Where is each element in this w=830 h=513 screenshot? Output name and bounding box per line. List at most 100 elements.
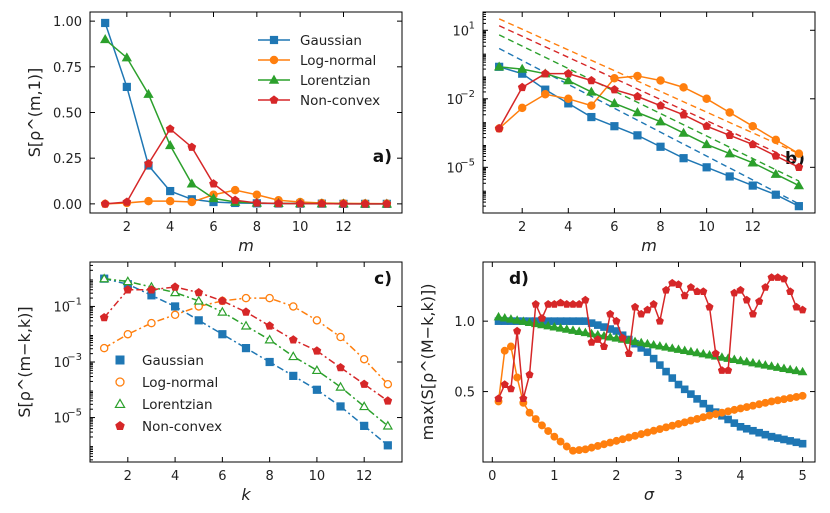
data-point-lorentzian <box>724 148 735 158</box>
x-tick-label: 12 <box>356 469 373 484</box>
data-point-lognormal <box>144 196 153 206</box>
data-point-nonconvex <box>230 195 240 204</box>
data-point-lorentzian <box>549 322 560 331</box>
data-point-nonconvex <box>755 297 764 305</box>
plot-frame <box>89 261 403 463</box>
series-line-nonconvex <box>497 276 803 399</box>
data-point-lognormal <box>725 108 734 117</box>
data-point-gaussian <box>656 142 665 151</box>
data-point-gaussian <box>730 419 739 427</box>
data-point-lorentzian <box>543 320 553 330</box>
data-point-nonconvex <box>568 300 578 308</box>
data-point-nonconvex <box>736 285 745 294</box>
data-point-gaussian <box>122 82 131 92</box>
data-point-nonconvex <box>724 366 733 374</box>
data-point-gaussian <box>643 348 652 356</box>
data-point-nonconvex <box>717 366 726 374</box>
y-axis-label: S[ρ^(m,1)] <box>25 68 44 158</box>
data-point-nonconvex <box>531 300 540 308</box>
y-tick-label: 0.00 <box>53 198 82 213</box>
data-point-nonconvex <box>606 309 615 318</box>
data-point-lorentzian <box>122 276 133 286</box>
data-point-lognormal <box>525 408 534 417</box>
data-point-nonconvex <box>525 370 534 379</box>
data-point-lognormal <box>569 446 577 455</box>
data-point-nonconvex <box>773 273 782 281</box>
data-point-lorentzian <box>679 345 690 355</box>
data-point-gaussian <box>668 374 677 382</box>
data-point-nonconvex <box>295 199 305 208</box>
data-point-nonconvex <box>637 309 646 318</box>
data-point-lorentzian <box>99 34 111 44</box>
data-point-lorentzian <box>779 363 789 372</box>
data-point-lognormal <box>702 94 711 104</box>
x-tick-label: 8 <box>253 220 261 235</box>
data-point-gaussian <box>771 190 780 199</box>
series-line-gaussian <box>104 22 387 205</box>
data-point-nonconvex <box>494 123 504 133</box>
x-tick-label: 4 <box>564 220 572 235</box>
data-point-lognormal <box>541 89 550 99</box>
data-point-lognormal <box>748 121 758 131</box>
data-point-nonconvex <box>705 302 714 311</box>
data-point-gaussian <box>241 344 251 353</box>
data-point-gaussian <box>562 317 571 325</box>
panel-c: 2 4 6 8 10 1210−110−310−5kS[ρ^(m−k,k)]c)Gauss… <box>15 261 403 504</box>
data-point-lognormal <box>679 83 688 92</box>
data-point-lognormal <box>767 397 776 406</box>
data-point-lognormal <box>531 415 540 423</box>
data-point-lorentzian <box>186 178 198 188</box>
data-point-nonconvex <box>662 285 671 294</box>
legend-label: Log-normal <box>300 53 376 69</box>
data-point-nonconvex <box>767 273 776 281</box>
data-point-nonconvex <box>581 295 590 304</box>
x-tick-label: 6 <box>209 220 217 235</box>
legend-label: Lorentzian <box>142 397 213 413</box>
x-axis-label: m <box>641 236 657 255</box>
data-point-gaussian <box>693 395 701 403</box>
y-tick-label: 10 <box>53 356 70 371</box>
data-point-lorentzian <box>661 342 671 351</box>
legend-label: Log-normal <box>142 375 218 391</box>
x-tick-label: 10 <box>292 220 309 235</box>
data-point-gaussian <box>575 317 583 325</box>
data-point-gaussian <box>792 438 801 447</box>
data-point-nonconvex <box>725 130 735 140</box>
data-point-lognormal <box>556 437 565 446</box>
data-point-lognormal <box>755 400 764 409</box>
data-point-lognormal <box>506 342 515 351</box>
data-point-lorentzian <box>524 317 535 326</box>
data-point-nonconvex <box>643 305 652 314</box>
data-point-lorentzian <box>655 341 665 350</box>
panel-letter: a) <box>373 147 392 167</box>
y-tick-label: 10 <box>452 24 469 39</box>
data-point-lognormal <box>780 395 788 404</box>
legend-label: Gaussian <box>300 33 362 49</box>
data-point-nonconvex <box>748 309 757 318</box>
data-point-lognormal <box>656 76 665 85</box>
data-point-lorentzian <box>754 359 764 368</box>
legend-label: Lorentzian <box>300 73 371 89</box>
y-tick-label: 1.00 <box>53 15 82 30</box>
data-point-lorentzian <box>563 75 574 85</box>
data-point-lorentzian <box>766 361 777 370</box>
data-point-lognormal <box>564 94 573 104</box>
data-point-gaussian <box>194 316 203 325</box>
data-point-lorentzian <box>704 350 715 359</box>
data-point-nonconvex <box>633 91 642 101</box>
data-point-nonconvex <box>794 162 804 172</box>
y-tick-exponent: 1 <box>469 20 475 31</box>
data-point-nonconvex <box>786 287 795 296</box>
data-point-nonconvex <box>544 300 553 308</box>
data-point-nonconvex <box>99 312 109 322</box>
data-point-nonconvex <box>519 394 528 403</box>
data-point-gaussian <box>218 330 227 339</box>
data-point-nonconvex <box>649 300 658 308</box>
data-point-lorentzian <box>240 320 252 330</box>
x-tick-label: 2 <box>518 220 526 235</box>
data-point-nonconvex <box>680 291 689 300</box>
data-point-lognormal <box>165 196 175 206</box>
data-point-nonconvex <box>575 300 584 308</box>
data-point-nonconvex <box>798 305 807 314</box>
